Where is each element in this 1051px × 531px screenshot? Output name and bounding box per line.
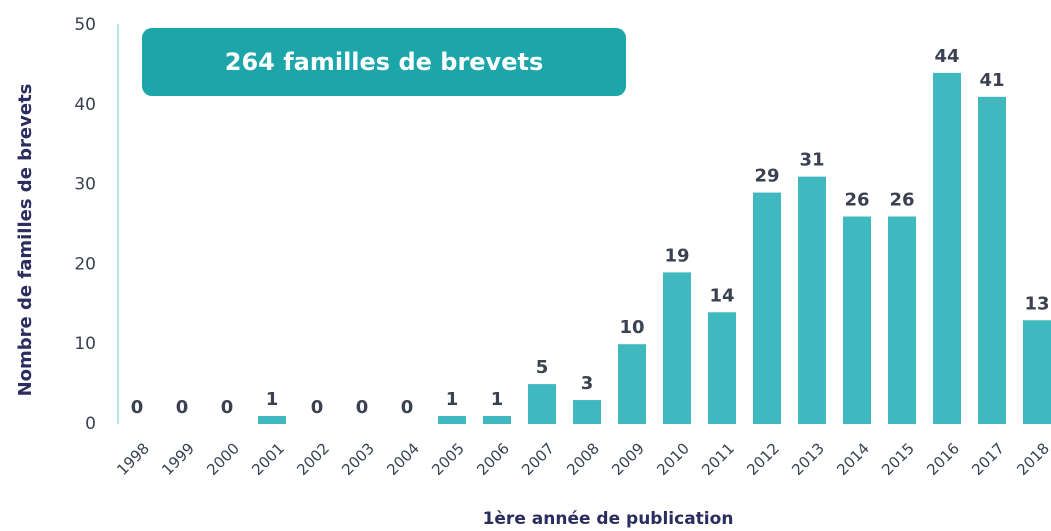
x-tick-label: 2018 xyxy=(1013,439,1051,479)
x-axis-label: 1ère année de publication xyxy=(483,509,734,529)
x-tick-label: 2015 xyxy=(878,439,918,479)
x-tick-label: 2001 xyxy=(248,439,288,479)
value-label: 26 xyxy=(889,190,914,211)
y-tick-label: 30 xyxy=(74,175,96,195)
x-tick-label: 2014 xyxy=(833,439,873,479)
value-label: 1 xyxy=(446,389,459,410)
bar xyxy=(753,192,781,424)
value-label: 44 xyxy=(934,46,959,67)
x-tick-label: 2013 xyxy=(788,439,828,479)
bar xyxy=(573,400,601,424)
value-label: 1 xyxy=(491,389,504,410)
x-tick-label: 2011 xyxy=(698,439,738,479)
value-label: 31 xyxy=(799,150,824,171)
x-tick-label: 2016 xyxy=(923,439,963,479)
x-tick-label: 2000 xyxy=(203,439,243,479)
bar xyxy=(1023,320,1051,424)
x-tick-label: 2007 xyxy=(518,439,558,479)
bar xyxy=(978,96,1006,424)
bar xyxy=(528,384,556,424)
value-label: 10 xyxy=(619,317,644,338)
annotation-box xyxy=(142,28,626,96)
bar xyxy=(843,216,871,424)
bar xyxy=(708,312,736,424)
annotation: 264 familles de brevets xyxy=(225,48,543,76)
bar xyxy=(483,416,511,424)
value-label: 29 xyxy=(754,166,779,187)
x-tick-label: 2010 xyxy=(653,439,693,479)
bar xyxy=(933,72,961,424)
value-label: 0 xyxy=(311,397,324,418)
value-label: 5 xyxy=(536,357,549,378)
bar xyxy=(663,272,691,424)
y-axis-label: Nombre de familles de brevets xyxy=(15,84,36,397)
value-label: 1 xyxy=(266,389,279,410)
value-label: 0 xyxy=(131,397,144,418)
x-tick-label: 2004 xyxy=(383,439,423,479)
bar xyxy=(798,176,826,424)
value-label: 0 xyxy=(401,397,414,418)
x-tick-label: 2006 xyxy=(473,439,513,479)
value-label: 14 xyxy=(709,285,734,306)
value-label: 26 xyxy=(844,190,869,211)
y-tick-label: 10 xyxy=(74,334,96,354)
x-tick-label: 2009 xyxy=(608,439,648,479)
y-tick-label: 0 xyxy=(85,414,96,434)
x-tick-label: 1999 xyxy=(158,439,198,479)
value-label: 19 xyxy=(664,245,689,266)
value-label: 13 xyxy=(1024,293,1049,314)
bar xyxy=(258,416,286,424)
value-label: 0 xyxy=(356,397,369,418)
bar xyxy=(618,344,646,424)
x-tick-label: 1998 xyxy=(113,439,153,479)
x-tick-label: 2012 xyxy=(743,439,783,479)
bar xyxy=(438,416,466,424)
x-tick-label: 2008 xyxy=(563,439,603,479)
x-tick-label: 2005 xyxy=(428,439,468,479)
bar xyxy=(888,216,916,424)
value-label: 0 xyxy=(176,397,189,418)
y-tick-label: 40 xyxy=(74,95,96,115)
x-tick-label: 2017 xyxy=(968,439,1008,479)
value-label: 41 xyxy=(979,70,1004,91)
value-label: 0 xyxy=(221,397,234,418)
y-tick-label: 20 xyxy=(74,254,96,274)
value-label: 3 xyxy=(581,373,594,394)
x-tick-label: 2003 xyxy=(338,439,378,479)
y-tick-label: 50 xyxy=(74,15,96,35)
x-tick-label: 2002 xyxy=(293,439,333,479)
